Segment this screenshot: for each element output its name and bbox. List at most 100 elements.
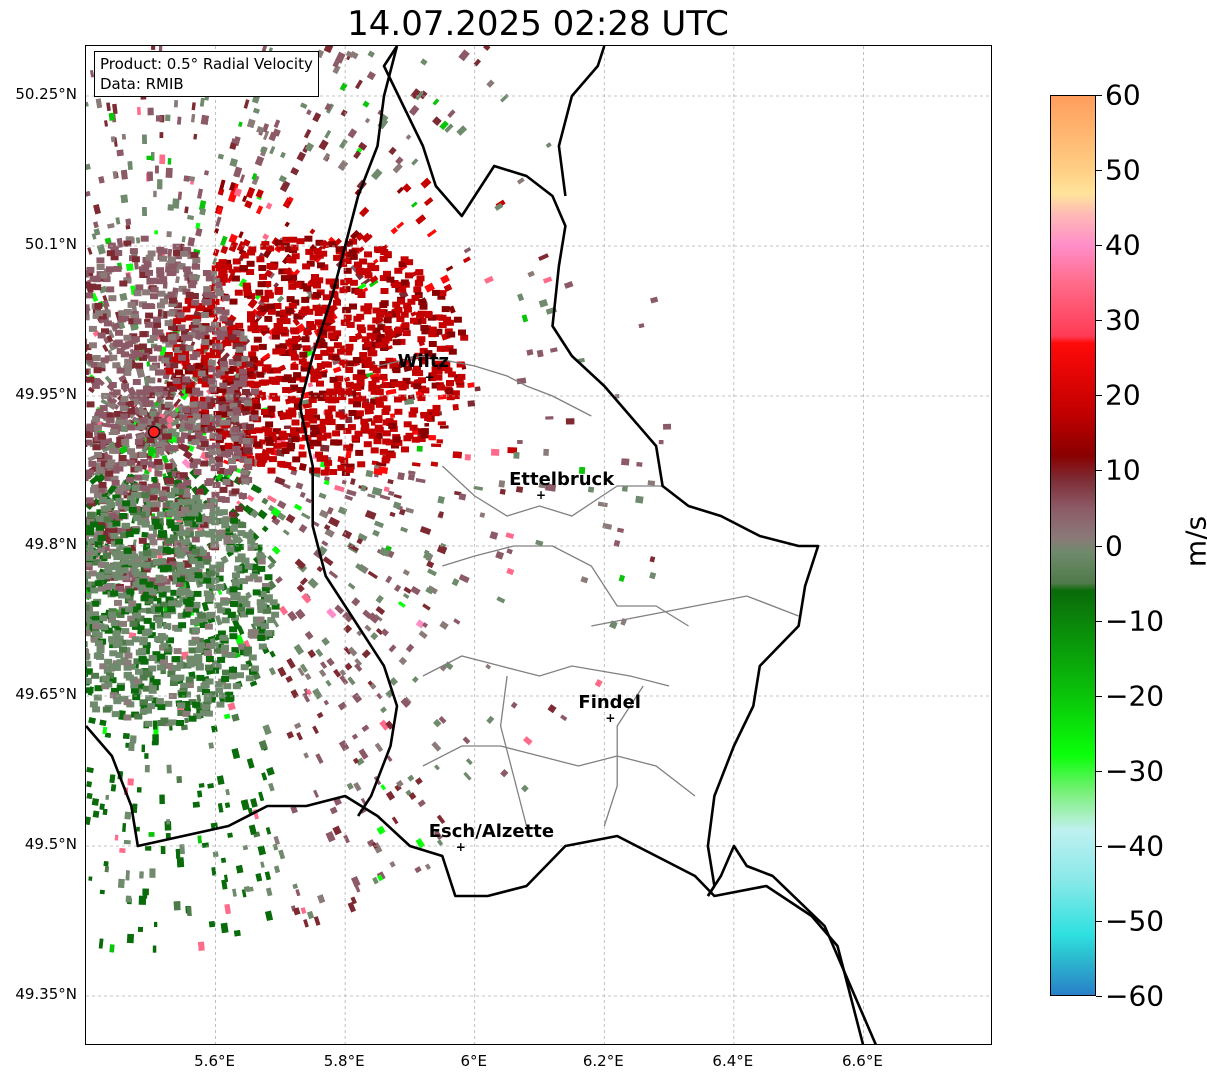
echo-cell — [119, 646, 127, 653]
echo-cell — [244, 200, 253, 209]
echo-cell — [176, 776, 183, 784]
echo-cell — [360, 418, 369, 425]
echo-cell — [221, 309, 230, 316]
echo-cell — [141, 264, 150, 271]
echo-cell — [116, 149, 124, 157]
echo-cell — [209, 498, 218, 505]
echo-cell — [372, 327, 381, 334]
echo-cell — [337, 506, 348, 515]
echo-cell — [421, 411, 430, 418]
echo-cell — [96, 462, 105, 469]
echo-cell — [86, 469, 94, 476]
echo-cell — [425, 863, 431, 870]
echo-cell — [361, 423, 370, 430]
echo-cell — [98, 411, 107, 418]
echo-cell — [145, 607, 154, 614]
echo-cell — [215, 687, 223, 694]
echo-cell — [158, 558, 167, 565]
echo-cell — [302, 414, 311, 421]
echo-cell — [211, 491, 220, 498]
echo-cell — [436, 839, 444, 847]
echo-cell — [218, 445, 227, 452]
echo-cell — [125, 895, 132, 903]
echo-cell — [313, 440, 322, 447]
echo-cell — [383, 251, 392, 258]
echo-cell — [405, 789, 412, 796]
echo-cell — [101, 545, 110, 552]
echo-cell — [369, 275, 379, 284]
echo-cell — [602, 523, 613, 530]
echo-cell — [334, 51, 346, 64]
echo-cell — [213, 529, 222, 536]
echo-cell — [402, 330, 411, 337]
echo-cell — [93, 367, 102, 374]
echo-cell — [120, 413, 129, 420]
echo-cell — [267, 367, 275, 374]
echo-cell — [363, 441, 372, 448]
echo-cell — [311, 428, 320, 435]
echo-cell — [191, 114, 196, 123]
echo-cell — [283, 413, 292, 420]
echo-cell — [417, 799, 426, 808]
echo-cell — [176, 552, 185, 559]
echo-cell — [305, 497, 312, 504]
echo-cell — [326, 657, 335, 667]
echo-cell — [173, 648, 182, 655]
echo-cell — [198, 549, 207, 556]
echo-cell — [86, 338, 88, 345]
echo-cell — [189, 401, 198, 408]
echo-cell — [239, 174, 246, 183]
echo-cell — [109, 944, 115, 953]
echo-cell — [188, 647, 197, 654]
echo-cell — [344, 240, 353, 247]
echo-cell — [219, 330, 228, 337]
echo-cell — [219, 276, 228, 283]
echo-cell — [343, 267, 352, 274]
echo-cell — [139, 354, 147, 361]
echo-cell — [372, 384, 381, 391]
echo-cell — [438, 322, 447, 329]
echo-cell — [428, 375, 436, 382]
echo-cell — [220, 365, 229, 372]
echo-cell — [172, 325, 181, 332]
echo-cell — [239, 456, 247, 463]
echo-cell — [205, 582, 214, 589]
echo-cell — [210, 691, 218, 698]
echo-cell — [264, 871, 271, 881]
echo-cell — [201, 409, 210, 416]
echo-cell — [298, 462, 307, 471]
echo-cell — [521, 784, 529, 793]
echo-cell — [430, 461, 439, 467]
echo-cell — [353, 395, 362, 402]
echo-cell — [92, 355, 101, 361]
echo-cell — [343, 427, 352, 434]
echo-cell — [322, 556, 334, 566]
echo-cell — [238, 121, 243, 128]
echo-cell — [177, 542, 185, 549]
echo-cell — [438, 715, 447, 724]
echo-cell — [161, 454, 169, 464]
echo-cell — [89, 69, 95, 78]
radar-map[interactable] — [85, 45, 992, 1045]
echo-cell — [110, 784, 117, 792]
echo-cell — [256, 371, 265, 378]
echo-cell — [373, 468, 383, 476]
echo-cell — [371, 486, 383, 497]
echo-cell — [225, 367, 234, 374]
echo-cell — [105, 470, 114, 477]
echo-cell — [616, 527, 624, 533]
echo-cell — [104, 455, 113, 462]
echo-cell — [400, 311, 409, 318]
echo-cell — [202, 414, 210, 421]
echo-cell — [229, 298, 238, 305]
echo-cell — [451, 390, 460, 397]
echo-cell — [292, 344, 301, 351]
echo-cell — [194, 568, 203, 575]
echo-cell — [126, 639, 134, 646]
echo-cell — [100, 316, 109, 323]
echo-cell — [195, 647, 204, 653]
echo-cell — [339, 675, 349, 686]
echo-cell — [284, 221, 290, 228]
echo-cell — [417, 336, 426, 343]
echo-cell — [377, 874, 384, 882]
